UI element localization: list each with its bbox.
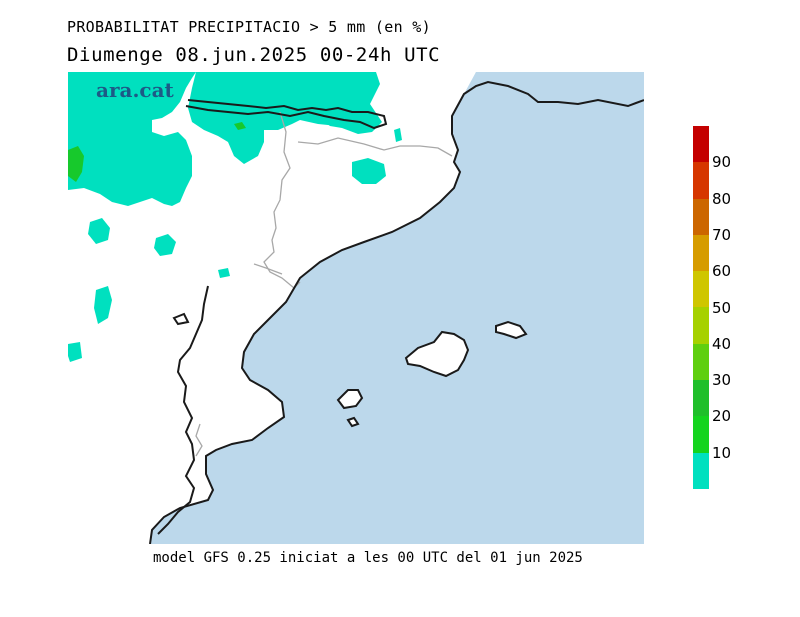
prob-10-20-areas (68, 72, 402, 362)
island-small (172, 312, 190, 326)
legend-color-scale (693, 126, 709, 489)
legend-label: 40 (712, 334, 732, 353)
title-line-2: Diumenge 08.jun.2025 00-24h UTC (67, 44, 441, 66)
legend-swatch (693, 126, 709, 163)
legend-swatch (693, 307, 709, 344)
prob-20-30-areas (68, 122, 246, 182)
legend-swatch (693, 452, 709, 489)
precipitation-map (68, 72, 644, 544)
legend-label: 90 (712, 153, 732, 172)
title-line-1: PROBABILITAT PRECIPITACIO > 5 mm (en %) (67, 18, 431, 36)
legend-label: 60 (712, 262, 732, 281)
legend-swatch (693, 162, 709, 199)
island-ibiza (336, 389, 364, 410)
map-sea (150, 72, 644, 544)
legend-swatch (693, 380, 709, 417)
island-mallorca (404, 330, 470, 378)
legend-label: 80 (712, 189, 732, 208)
legend-label: 10 (712, 443, 732, 462)
island-menorca (495, 320, 528, 340)
legend-label: 70 (712, 225, 732, 244)
legend-swatch (693, 416, 709, 453)
legend-swatch (693, 343, 709, 381)
legend-label: 20 (712, 407, 732, 426)
model-run-footer: model GFS 0.25 iniciat a les 00 UTC del … (153, 550, 583, 566)
legend-swatch (693, 198, 709, 235)
map-sea-north (468, 72, 644, 106)
probability-legend: 90 80 70 60 50 40 30 20 10 (693, 126, 731, 489)
legend-label: 30 (712, 371, 732, 390)
legend-swatch (693, 271, 709, 308)
political-borders (195, 111, 453, 457)
ara-cat-logo: ara.cat (96, 78, 174, 102)
legend-label: 50 (712, 298, 732, 317)
island-formentera (346, 416, 360, 428)
islands (172, 312, 528, 428)
legend-swatch (693, 234, 709, 272)
coastlines (149, 80, 644, 544)
